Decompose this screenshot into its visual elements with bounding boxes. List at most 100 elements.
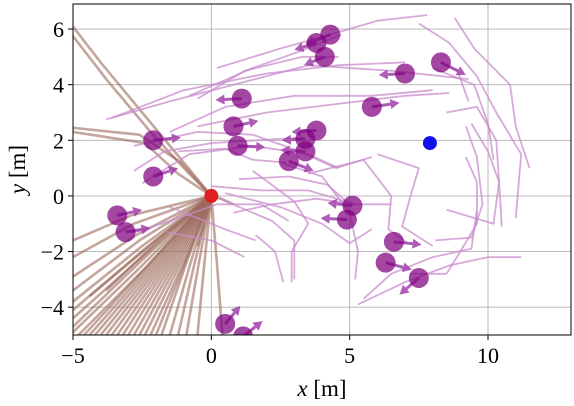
agent-arrow-head	[256, 141, 266, 152]
agent-marker	[336, 209, 357, 230]
agent-arrow-head	[294, 42, 305, 52]
agent-arrow-head	[281, 134, 292, 145]
agent-arrow-head	[455, 66, 466, 76]
agent-marker	[115, 222, 136, 243]
robot-trail	[73, 194, 213, 303]
agent-arrow-head	[399, 284, 410, 295]
goal-marker	[422, 136, 437, 151]
y-tick-label: 2	[53, 128, 64, 153]
agent-arrow-head	[401, 262, 412, 273]
robot-trail	[73, 130, 213, 197]
agent-marker	[227, 135, 248, 156]
agent-marker	[408, 267, 429, 288]
y-tick-label: 6	[53, 17, 64, 42]
agent-marker	[278, 151, 299, 172]
x-axis-variable: x	[296, 376, 308, 401]
agent-trail	[169, 206, 256, 242]
robot-trail	[73, 194, 212, 292]
agent-marker	[383, 231, 404, 252]
robot-trail	[210, 195, 224, 335]
plot-frame	[72, 3, 572, 336]
robot-trail	[73, 194, 213, 334]
agent-arrow-head	[140, 224, 151, 235]
agent-marker	[231, 88, 252, 109]
robot-trail	[73, 24, 213, 197]
agent-marker	[361, 96, 382, 117]
agent-arrow-head	[132, 206, 143, 217]
agent-marker	[223, 116, 244, 137]
agent-trail	[362, 209, 478, 300]
agent-arrow-head	[320, 213, 330, 224]
agent-trail	[454, 17, 531, 169]
x-tick-label: 0	[206, 343, 217, 368]
agent-trail	[130, 203, 290, 235]
y-tick-label: 4	[53, 73, 64, 98]
agent-marker	[295, 141, 316, 162]
robot-trail	[160, 195, 213, 335]
agent-trail	[446, 106, 503, 227]
x-axis-label: x [m]	[296, 376, 346, 401]
agent-markers	[107, 24, 451, 335]
agent-trail	[169, 89, 433, 133]
agent-arrow-head	[412, 238, 422, 249]
robot-trail	[73, 126, 213, 197]
agent-trail	[418, 22, 523, 219]
agent-arrow-head	[171, 133, 181, 144]
robot-trail	[73, 194, 212, 242]
robot-trail	[73, 194, 212, 259]
agent-trail	[219, 197, 296, 280]
y-tick-label: −2	[41, 240, 64, 265]
agent-trail	[224, 192, 373, 245]
agent-arrow-head	[378, 69, 388, 80]
robot-marker	[204, 188, 219, 203]
agent-trail	[133, 136, 303, 172]
agent-arrow-head	[230, 305, 241, 316]
agent-arrow-head	[303, 162, 314, 173]
agent-marker	[430, 52, 451, 73]
agent-arrow-head	[389, 99, 400, 110]
agent-trail	[377, 153, 434, 247]
agent-marker	[233, 326, 254, 335]
robot-trail	[196, 195, 213, 247]
agent-trail	[238, 175, 351, 205]
robot-trail	[185, 195, 213, 335]
agent-trail	[435, 126, 484, 242]
agent-trails	[105, 14, 531, 306]
agent-trail	[255, 234, 285, 283]
x-axis-unit: [m]	[308, 376, 347, 401]
agent-marker	[375, 252, 396, 273]
x-tick-label: 10	[477, 343, 499, 368]
agent-trail	[211, 185, 392, 206]
agent-trail	[133, 131, 373, 169]
robot-trail	[196, 195, 213, 335]
agent-marker	[143, 166, 164, 187]
robot-trails	[73, 24, 235, 335]
agent-arrow-head	[252, 321, 263, 331]
y-axis-unit: [m]	[5, 145, 30, 184]
agent-marker	[395, 63, 415, 84]
y-axis-label: y [m]	[5, 145, 30, 196]
agent-trail	[252, 170, 310, 283]
axis-ticks: −5 0 5 10 −4 −2 0 2 4 6	[41, 17, 499, 368]
agent-arrow-head	[304, 57, 315, 67]
y-tick-label: 0	[53, 184, 64, 209]
agent-trail	[357, 256, 522, 306]
robot-trail	[73, 194, 212, 278]
robot-trail	[105, 194, 213, 292]
agent-marker	[215, 313, 236, 334]
y-tick-label: −4	[41, 295, 64, 320]
robot-trail	[168, 195, 213, 335]
agent-trail	[197, 92, 450, 128]
x-tick-label: 5	[344, 343, 355, 368]
agent-trail	[111, 61, 406, 119]
agent-marker	[107, 205, 128, 226]
y-axis-variable: y	[5, 183, 30, 196]
agent-arrow-head	[248, 117, 259, 128]
agent-arrow-head	[215, 94, 225, 105]
agent-trail	[432, 67, 495, 160]
agent-marker	[314, 46, 335, 67]
agent-trail	[233, 197, 356, 214]
x-tick-label: −5	[61, 343, 84, 368]
robot-and-goal	[204, 136, 437, 203]
